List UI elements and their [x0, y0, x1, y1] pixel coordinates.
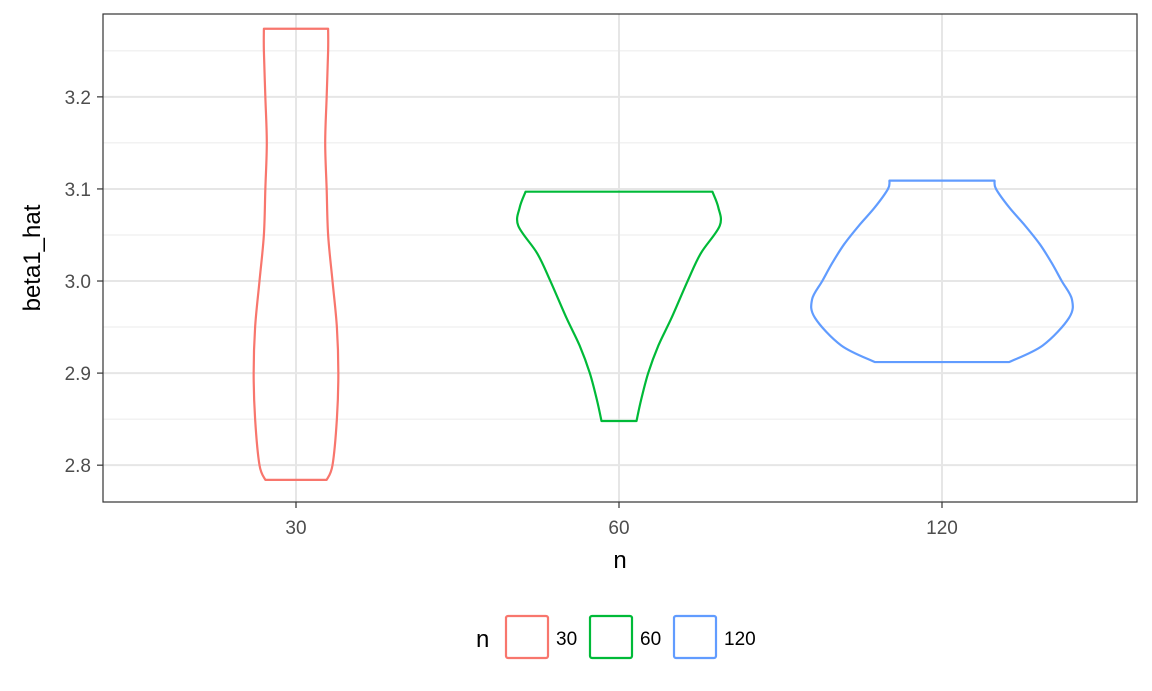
x-axis-title: n — [613, 547, 626, 574]
violin-120 — [810, 179, 1074, 364]
legend-title: n — [476, 626, 489, 653]
legend-key-30 — [504, 614, 550, 660]
y-tick-label: 3.0 — [65, 272, 91, 293]
violin-30 — [252, 27, 340, 481]
legend: n 30 60 120 — [476, 614, 756, 660]
axes: 2.8 2.9 3.0 3.1 3.2 30 60 120 — [65, 88, 958, 539]
x-tick-label: 60 — [608, 518, 629, 539]
x-tick-label: 30 — [285, 518, 306, 539]
y-tick-label: 2.9 — [65, 364, 91, 385]
y-axis-title: beta1_hat — [19, 204, 46, 311]
y-tick-label: 3.1 — [65, 180, 91, 201]
grid — [103, 14, 1137, 502]
y-tick-label: 3.2 — [65, 88, 91, 109]
legend-label: 30 — [556, 629, 577, 650]
legend-key-60 — [588, 614, 634, 660]
legend-label: 120 — [724, 629, 756, 650]
violin-60 — [515, 190, 723, 423]
legend-label: 60 — [640, 629, 661, 650]
panel-border — [102, 13, 1138, 503]
violins — [252, 27, 1074, 481]
y-tick-label: 2.8 — [65, 456, 91, 477]
x-tick-label: 120 — [926, 518, 958, 539]
legend-key-120 — [672, 614, 718, 660]
